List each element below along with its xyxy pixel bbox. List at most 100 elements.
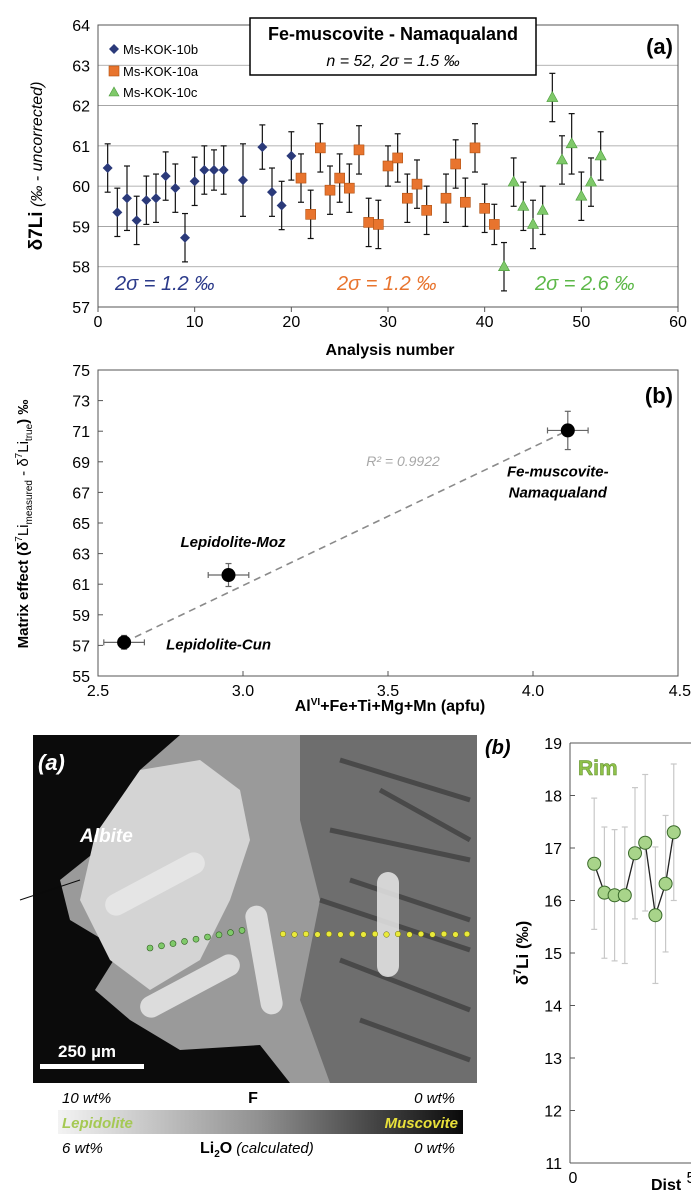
legend-li-label: Li bbox=[200, 1140, 214, 1157]
chart-a-title: Fe-muscovite - Namaqualand bbox=[268, 24, 518, 44]
chart-a-y-tick-label: 57 bbox=[72, 300, 90, 317]
chart-c-y-tick-label: 13 bbox=[544, 1051, 562, 1068]
chart-a-ticks: 57 58 59 60 61 62 63 64 0 10 20 30 40 50 60 bbox=[72, 18, 687, 331]
data-point-ms-kok-10a bbox=[469, 142, 481, 154]
data-point-ms-kok-10b bbox=[276, 200, 287, 211]
chart-b-ticks: 55 57 59 61 63 65 67 69 71 73 75 2.5 3.0 3.5 4.0 4.5 bbox=[72, 363, 691, 700]
data-point-ms-kok-10b bbox=[286, 150, 297, 161]
chart-a-subtitle: n = 52, 2σ = 1.5 ‰ bbox=[326, 53, 459, 70]
analysis-spot-lepidolite bbox=[146, 944, 154, 952]
analysis-spot-muscovite bbox=[383, 931, 390, 938]
chart-b-y-label: Matrix effect (δ7Limeasured - δ7Litrue) … bbox=[14, 400, 35, 649]
data-point-ms-kok-10b bbox=[151, 193, 161, 204]
data-point-ms-kok-10c bbox=[584, 175, 598, 187]
data-point-ms-kok-10a bbox=[344, 182, 355, 194]
chart-a-x-tick-label: 0 bbox=[94, 314, 103, 331]
chart-b-panel-label: (b) bbox=[645, 383, 673, 408]
chart-c-y-label-b: 7 bbox=[512, 969, 524, 975]
chart-c-data-point bbox=[638, 835, 653, 850]
chart-c-line bbox=[593, 832, 675, 916]
legend-muscovite: Muscovite bbox=[385, 1115, 458, 1132]
data-point-ms-kok-10a bbox=[479, 203, 490, 214]
annotation-sigma-10c: 2σ = 2.6 ‰ bbox=[534, 273, 634, 295]
chart-c-y-tick-label: 12 bbox=[544, 1104, 562, 1121]
data-point-ms-kok-10b bbox=[180, 232, 190, 243]
analysis-spot-muscovite bbox=[314, 931, 321, 938]
chart-a-y-label-main: δ7Li bbox=[26, 211, 47, 250]
legend-marker-ms-kok-10c bbox=[108, 86, 120, 97]
legend-gradient-bar bbox=[58, 1110, 463, 1134]
legend-lepidolite: Lepidolite bbox=[62, 1115, 133, 1132]
chart-a-title-box bbox=[249, 17, 537, 76]
chart-c-data-point bbox=[617, 888, 632, 903]
albite-label: Albite bbox=[79, 826, 133, 847]
legend-f-max: 0 wt% bbox=[414, 1090, 455, 1107]
chart-b-x-label-main: Al bbox=[295, 698, 311, 715]
data-point-ms-kok-10a bbox=[402, 192, 413, 204]
data-point-ms-kok-10b bbox=[141, 195, 152, 206]
analysis-spot-lepidolite bbox=[169, 940, 177, 947]
chart-a-y-tick-label: 60 bbox=[72, 179, 90, 196]
annotation-sigma-10b: 2σ = 1.2 ‰ bbox=[114, 273, 214, 295]
data-point-ms-kok-10a bbox=[440, 192, 452, 204]
data-point-ms-kok-10b bbox=[122, 193, 132, 204]
legend-label-ms-kok-10a: Ms-KOK-10a bbox=[123, 64, 199, 79]
data-point-ms-kok-10c bbox=[536, 203, 549, 215]
chart-b-y-label-a: Matrix effect (δ bbox=[15, 542, 32, 649]
data-point-ms-kok-10a bbox=[373, 219, 384, 230]
data-point-ms-kok-10b bbox=[189, 176, 200, 187]
data-point-ms-kok-10a bbox=[392, 152, 403, 164]
chart-a-y-tick-label: 59 bbox=[72, 219, 90, 236]
chart-b-x-tick-label: 3.0 bbox=[232, 683, 254, 700]
point-label-fe-muscovite: Fe-muscovite- bbox=[507, 463, 609, 480]
legend-label-ms-kok-10c: Ms-KOK-10c bbox=[123, 85, 198, 100]
data-point-ms-kok-10b bbox=[160, 171, 171, 182]
data-point-ms-kok-10a bbox=[315, 142, 326, 154]
data-point-ms-kok-10a bbox=[421, 205, 432, 216]
data-point-ms-kok-10c bbox=[507, 175, 520, 187]
data-point-ms-kok-10a bbox=[411, 178, 423, 190]
point-label-lepidolite-cun: Lepidolite-Cun bbox=[166, 636, 271, 653]
data-point-ms-kok-10b bbox=[238, 175, 248, 186]
analysis-spot-muscovite bbox=[325, 930, 333, 938]
analysis-spot-muscovite bbox=[417, 930, 425, 938]
chart-b-y-tick-label: 57 bbox=[72, 638, 90, 655]
chart-b-y-tick-label: 65 bbox=[72, 516, 90, 533]
analysis-spot-muscovite bbox=[291, 931, 298, 938]
analysis-spot-lepidolite bbox=[181, 938, 188, 945]
data-point-ms-kok-10b bbox=[170, 183, 181, 194]
scale-bar bbox=[40, 1064, 144, 1069]
chart-c-y-label-c: Li (‰) bbox=[513, 921, 532, 969]
analysis-spot-muscovite bbox=[337, 931, 344, 938]
chart-a-x-tick-label: 40 bbox=[476, 314, 494, 331]
chart-c-y-tick-label: 18 bbox=[544, 789, 562, 806]
chart-a-x-tick-label: 50 bbox=[572, 314, 590, 331]
data-point-ms-kok-10a bbox=[295, 172, 307, 184]
chart-c-y-label: δ7Li (‰) bbox=[512, 921, 532, 986]
chart-b-y-tick-label: 63 bbox=[72, 547, 90, 564]
legend-li-min: 6 wt% bbox=[62, 1140, 103, 1157]
data-point-ms-kok-10b bbox=[218, 165, 229, 176]
data-point-ms-kok-10c bbox=[546, 90, 559, 102]
data-point-ms-kok-10c bbox=[565, 137, 578, 149]
point-label-lepidolite-moz: Lepidolite-Moz bbox=[181, 534, 286, 551]
chart-b-x-label-sup: VI bbox=[311, 697, 321, 708]
chart-a-marks bbox=[102, 72, 607, 292]
data-point-ms-kok-10b bbox=[209, 165, 219, 176]
chart-b-y-tick-label: 73 bbox=[72, 394, 90, 411]
ablation-track-2 bbox=[140, 954, 240, 1018]
chart-a-x-label: Analysis number bbox=[326, 342, 455, 359]
chart-b-x-tick-label: 4.0 bbox=[522, 683, 544, 700]
data-point-ms-kok-10c bbox=[497, 260, 511, 272]
chart-c-y-tick-label: 17 bbox=[544, 841, 562, 858]
chart-c-marks bbox=[587, 763, 681, 985]
chart-a-x-tick-label: 10 bbox=[186, 314, 204, 331]
legend-li-sub: 2 bbox=[214, 1149, 220, 1160]
chart-b-y-label-e: - δ bbox=[15, 458, 32, 480]
chart-c-data-point bbox=[648, 908, 663, 923]
chart-a: 57 58 59 60 61 62 63 64 0 10 20 30 40 50 60 Fe-muscovi… bbox=[26, 17, 687, 359]
data-point-ms-kok-10b bbox=[112, 207, 123, 218]
data-point-ms-kok-10a bbox=[324, 184, 336, 196]
chart-c-data-point bbox=[658, 876, 673, 891]
chart-b-trendline bbox=[123, 429, 569, 644]
